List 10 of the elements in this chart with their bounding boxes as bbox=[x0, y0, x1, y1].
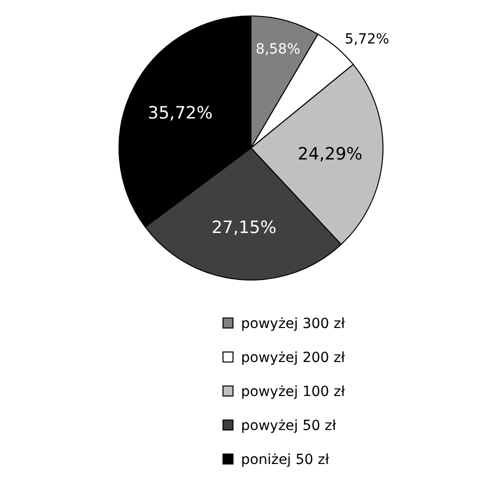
data-label: 35,72% bbox=[148, 103, 213, 124]
legend-label: poniżej 50 zł bbox=[241, 452, 330, 468]
data-label: 8,58% bbox=[256, 42, 300, 58]
data-label: 24,29% bbox=[298, 144, 362, 164]
data-label: 27,15% bbox=[212, 218, 276, 238]
legend-label: powyżej 50 zł bbox=[241, 418, 336, 434]
legend-label: powyżej 100 zł bbox=[241, 384, 346, 400]
legend-label: powyżej 300 zł bbox=[241, 316, 346, 332]
legend-label: powyżej 200 zł bbox=[241, 350, 346, 366]
data-label: 5,72% bbox=[344, 32, 390, 48]
